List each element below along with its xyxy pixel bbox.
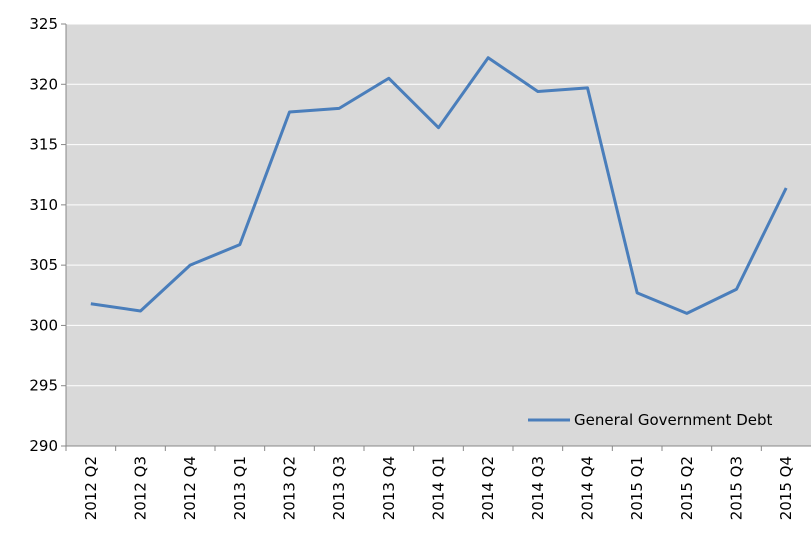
y-tick-label: 320 (29, 75, 58, 93)
x-tick-label: 2012 Q4 (181, 456, 199, 520)
x-tick-label: 2013 Q2 (281, 456, 299, 520)
x-tick-label: 2013 Q3 (330, 456, 348, 520)
y-tick-label: 325 (29, 15, 58, 33)
x-tick-label: 2014 Q4 (579, 456, 597, 520)
y-tick-label: 305 (29, 256, 58, 274)
y-tick-label: 315 (29, 136, 58, 154)
x-tick-label: 2015 Q3 (728, 456, 746, 520)
x-tick-label: 2012 Q3 (132, 456, 150, 520)
x-tick-label: 2012 Q2 (82, 456, 100, 520)
plot-area (66, 24, 811, 446)
y-tick-label: 290 (29, 437, 58, 455)
legend-label: General Government Debt (574, 411, 772, 429)
x-tick-label: 2015 Q4 (777, 456, 795, 520)
x-tick-label: 2013 Q1 (231, 456, 249, 520)
x-tick-label: 2013 Q4 (380, 456, 398, 520)
y-tick-label: 300 (29, 316, 58, 334)
x-tick-label: 2015 Q2 (678, 456, 696, 520)
x-tick-label: 2015 Q1 (628, 456, 646, 520)
x-tick-label: 2014 Q3 (529, 456, 547, 520)
y-tick-label: 310 (29, 196, 58, 214)
x-tick-label: 2014 Q1 (430, 456, 448, 520)
y-tick-label: 295 (29, 377, 58, 395)
x-tick-label: 2014 Q2 (479, 456, 497, 520)
series-line (90, 56, 788, 315)
